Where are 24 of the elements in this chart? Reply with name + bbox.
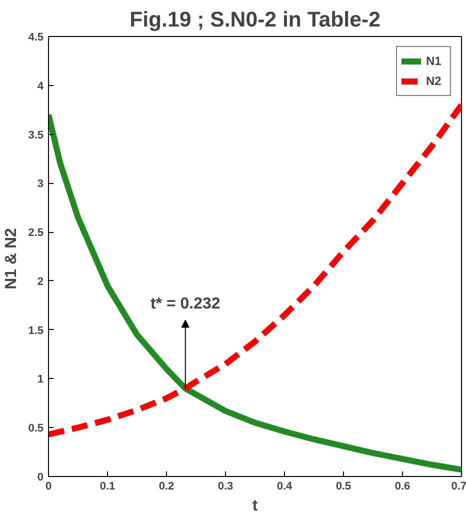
y-tick-label: 1 [37,374,44,386]
x-tick-label: 0.4 [276,480,294,492]
x-tick-label: 0 [45,480,52,492]
y-axis-title: N1 & N2 [3,228,20,290]
x-axis-title: t [252,498,258,514]
x-tick-label: 0.5 [336,480,352,492]
y-tick-label: 2 [37,276,44,288]
x-tick-label: 0.1 [100,480,116,492]
x-tick-label: 0.7 [451,480,466,492]
y-tick-label: 3.5 [28,129,44,142]
y-tick-label: 0.5 [28,422,44,435]
legend-label: N2 [426,74,442,88]
x-tick-label: 0.2 [158,480,174,492]
y-tick-label: 0 [37,472,44,484]
y-tick-label: 2.5 [28,227,44,240]
x-tick-label: 0.3 [218,480,234,492]
y-tick-label: 1.5 [28,324,44,337]
chart-title: Fig.19 ; S.N0-2 in Table-2 [130,8,380,32]
y-tick-label: 4.5 [28,32,44,44]
annotation: t* = 0.232 [150,295,220,312]
legend-label: N1 [426,54,442,68]
y-tick-label: 4 [37,80,44,92]
x-tick-label: 0.6 [394,480,410,492]
y-tick-label: 3 [37,178,44,190]
